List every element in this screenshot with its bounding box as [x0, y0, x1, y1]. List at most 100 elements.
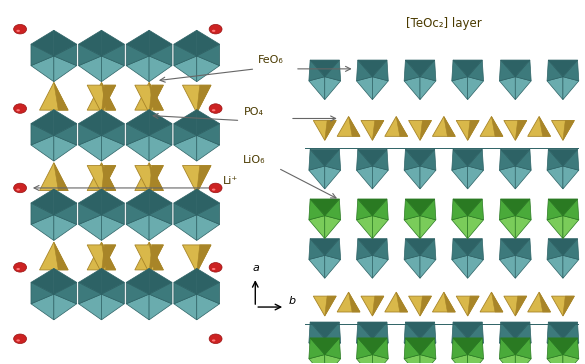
- Polygon shape: [54, 203, 77, 224]
- Polygon shape: [31, 203, 54, 224]
- Polygon shape: [373, 215, 388, 238]
- Polygon shape: [420, 120, 432, 140]
- Polygon shape: [183, 85, 211, 113]
- Polygon shape: [126, 189, 149, 215]
- Polygon shape: [396, 292, 408, 312]
- Polygon shape: [54, 56, 77, 82]
- Polygon shape: [309, 255, 325, 278]
- Polygon shape: [126, 110, 149, 135]
- Polygon shape: [420, 339, 436, 361]
- Polygon shape: [40, 82, 68, 110]
- Polygon shape: [501, 322, 530, 339]
- Text: PO₄: PO₄: [243, 107, 263, 116]
- Ellipse shape: [16, 189, 20, 191]
- Polygon shape: [78, 110, 101, 135]
- Polygon shape: [539, 116, 550, 136]
- Polygon shape: [452, 149, 467, 170]
- Polygon shape: [126, 203, 149, 224]
- Polygon shape: [101, 135, 125, 161]
- Polygon shape: [452, 239, 467, 260]
- Polygon shape: [78, 282, 101, 304]
- Polygon shape: [356, 215, 373, 238]
- Polygon shape: [547, 339, 563, 361]
- Polygon shape: [500, 77, 515, 100]
- Polygon shape: [31, 56, 54, 82]
- Polygon shape: [174, 30, 197, 56]
- Ellipse shape: [13, 334, 26, 344]
- Polygon shape: [563, 77, 579, 100]
- Polygon shape: [563, 120, 574, 140]
- Polygon shape: [467, 355, 484, 364]
- Polygon shape: [54, 135, 77, 161]
- Polygon shape: [420, 77, 436, 100]
- Polygon shape: [183, 166, 211, 193]
- Ellipse shape: [212, 268, 215, 270]
- Polygon shape: [101, 189, 125, 215]
- Polygon shape: [467, 77, 484, 100]
- Polygon shape: [405, 199, 435, 215]
- Polygon shape: [78, 294, 101, 320]
- Polygon shape: [309, 77, 325, 100]
- Polygon shape: [135, 82, 163, 110]
- Polygon shape: [356, 338, 373, 359]
- Polygon shape: [420, 255, 436, 278]
- Polygon shape: [404, 77, 420, 100]
- Ellipse shape: [16, 109, 20, 111]
- Polygon shape: [149, 110, 172, 135]
- Polygon shape: [373, 166, 388, 189]
- Polygon shape: [149, 189, 172, 215]
- Polygon shape: [373, 355, 388, 364]
- Polygon shape: [467, 239, 484, 260]
- Polygon shape: [101, 82, 116, 110]
- Polygon shape: [361, 120, 384, 140]
- Polygon shape: [515, 296, 526, 316]
- Polygon shape: [563, 60, 579, 81]
- Polygon shape: [310, 338, 339, 355]
- Polygon shape: [420, 296, 432, 316]
- Polygon shape: [547, 322, 563, 343]
- Polygon shape: [515, 120, 526, 140]
- Polygon shape: [126, 215, 149, 241]
- Polygon shape: [310, 60, 339, 77]
- Polygon shape: [54, 110, 77, 135]
- Polygon shape: [149, 166, 163, 193]
- Polygon shape: [480, 292, 503, 312]
- Ellipse shape: [209, 262, 222, 272]
- Polygon shape: [501, 338, 530, 355]
- Polygon shape: [420, 322, 436, 343]
- Polygon shape: [500, 339, 515, 361]
- Polygon shape: [101, 123, 125, 145]
- Polygon shape: [515, 215, 531, 238]
- Polygon shape: [404, 239, 420, 260]
- Polygon shape: [515, 255, 531, 278]
- Polygon shape: [500, 255, 515, 278]
- Polygon shape: [309, 60, 325, 81]
- Polygon shape: [467, 339, 484, 361]
- Polygon shape: [183, 245, 211, 273]
- Polygon shape: [325, 77, 340, 100]
- Polygon shape: [174, 215, 197, 241]
- Polygon shape: [126, 123, 149, 145]
- Polygon shape: [563, 166, 579, 189]
- Polygon shape: [309, 199, 325, 220]
- Polygon shape: [563, 239, 579, 260]
- Polygon shape: [515, 239, 531, 260]
- Polygon shape: [54, 163, 68, 190]
- Polygon shape: [126, 135, 149, 161]
- Polygon shape: [126, 56, 149, 82]
- Polygon shape: [501, 199, 530, 215]
- Ellipse shape: [13, 183, 26, 193]
- Polygon shape: [135, 242, 163, 270]
- Polygon shape: [174, 203, 197, 224]
- Polygon shape: [552, 120, 574, 140]
- Polygon shape: [373, 322, 388, 343]
- Polygon shape: [197, 245, 211, 273]
- Polygon shape: [309, 215, 325, 238]
- Polygon shape: [149, 245, 163, 273]
- Polygon shape: [356, 255, 373, 278]
- Polygon shape: [87, 82, 116, 110]
- Polygon shape: [491, 292, 503, 312]
- Polygon shape: [373, 120, 384, 140]
- Polygon shape: [349, 292, 360, 312]
- Polygon shape: [467, 296, 479, 316]
